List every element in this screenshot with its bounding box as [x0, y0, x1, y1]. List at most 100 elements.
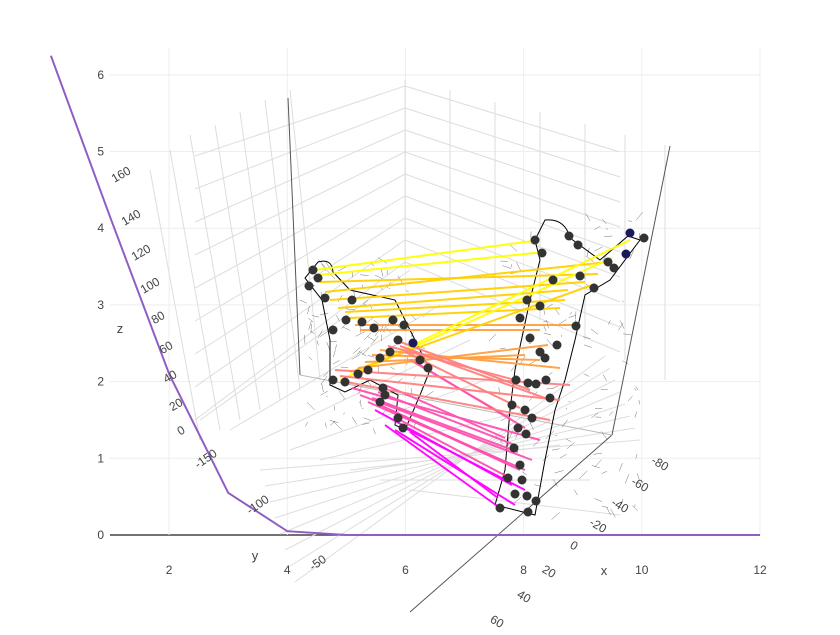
mesh-edge: [390, 367, 394, 370]
keypoint-marker: [522, 430, 531, 439]
mesh-edge: [364, 418, 371, 421]
mesh-edge: [322, 384, 324, 392]
mesh-edge: [363, 300, 368, 304]
mesh-edge: [555, 470, 564, 473]
mesh-edge: [330, 421, 335, 425]
mesh-edge: [635, 411, 637, 417]
grid-line: [290, 368, 610, 566]
z-tick-label: 140: [119, 206, 144, 228]
mesh-edge: [602, 471, 607, 473]
mesh-edge: [500, 348, 506, 349]
x-tick-label: 8: [520, 563, 527, 577]
mesh-edge: [375, 275, 382, 279]
mesh-edge: [326, 396, 327, 398]
mesh-edge: [636, 454, 637, 458]
mesh-edge: [516, 262, 520, 270]
x3d-tick-label: 40: [515, 587, 534, 606]
mesh-edge: [639, 400, 640, 404]
y-tick-label: 3: [97, 298, 104, 312]
z-axis-3d-title: z: [117, 321, 124, 336]
mesh-edge: [553, 386, 558, 389]
keypoint-marker: [526, 334, 535, 343]
mesh-edge: [343, 327, 350, 330]
mesh-edge: [333, 360, 340, 364]
y-tick-label: 0: [97, 528, 104, 542]
mesh-edge: [318, 330, 323, 338]
mesh-edge: [320, 313, 328, 315]
keypoint-marker: [512, 376, 521, 385]
y-tick-label: 4: [97, 221, 104, 235]
mesh-edge: [604, 236, 612, 237]
keypoint-marker: [610, 264, 619, 273]
mesh-edge: [334, 406, 335, 411]
keypoint-marker: [640, 234, 649, 243]
y-axis-3d-title: y: [252, 548, 259, 563]
grid-line: [195, 152, 405, 255]
mesh-edge: [570, 312, 573, 315]
keypoint-marker: [305, 282, 314, 291]
keypoint-marker: [399, 424, 408, 433]
keypoint-marker: [516, 314, 525, 323]
mesh-edge: [634, 388, 636, 391]
grid-line: [200, 270, 410, 420]
keypoint-marker: [504, 474, 513, 483]
mesh-edge: [628, 396, 633, 401]
x-tick-label: 6: [402, 563, 409, 577]
keypoint-marker: [622, 250, 631, 259]
mesh-right: [495, 220, 640, 515]
mesh-edge: [620, 320, 624, 328]
keypoint-marker: [394, 414, 403, 423]
mesh-edge: [307, 402, 315, 410]
mesh-edge: [559, 319, 567, 324]
z-tick-label: 100: [138, 274, 163, 296]
mesh-edge: [510, 245, 517, 252]
keypoint-marker: [524, 379, 533, 388]
grid-line: [215, 125, 260, 410]
mesh-edge: [552, 512, 560, 519]
keypoint-marker: [626, 229, 635, 238]
keypoint-marker: [510, 444, 519, 453]
x3d-tick-label: -20: [587, 515, 609, 536]
keypoint-marker: [541, 354, 550, 363]
keypoint-marker: [521, 406, 530, 415]
mesh-edge: [371, 263, 374, 266]
mesh-edge: [360, 275, 369, 276]
keypoint-marker: [511, 490, 520, 499]
keypoint-marker: [549, 276, 558, 285]
keypoint-marker: [341, 378, 350, 387]
mesh-edge: [489, 334, 496, 341]
keypoint-marker: [364, 366, 373, 375]
mesh-edge: [574, 490, 577, 495]
mesh-edge: [560, 454, 566, 458]
grid-line: [405, 130, 620, 202]
mesh-edge: [602, 506, 608, 508]
mesh-edge: [336, 315, 339, 321]
mesh-edge: [628, 221, 632, 222]
keypoint-marker: [523, 492, 532, 501]
keypoint-marker: [424, 364, 433, 373]
keypoint-marker: [531, 236, 540, 245]
mesh-edge: [584, 345, 592, 348]
keypoint-marker: [379, 384, 388, 393]
mesh-edge: [341, 367, 348, 368]
keypoint-marker: [538, 249, 547, 258]
scene-3d[interactable]: [150, 80, 670, 612]
y-tick-label: 5: [97, 145, 104, 159]
z-tick-label: 0: [175, 423, 188, 439]
mesh-edge: [333, 350, 335, 357]
grid-line: [195, 196, 405, 321]
keypoint-marker: [309, 266, 318, 275]
mesh-edge: [529, 343, 531, 344]
mesh-edge: [309, 357, 313, 360]
keypoint-marker: [389, 316, 398, 325]
mesh-edge: [368, 337, 375, 341]
mesh-edge: [579, 471, 587, 479]
keypoint-marker: [314, 274, 323, 283]
z-tick-label: 80: [149, 308, 168, 327]
keypoint-marker: [358, 318, 367, 327]
keypoint-marker: [376, 354, 385, 363]
keypoint-marker: [532, 380, 541, 389]
